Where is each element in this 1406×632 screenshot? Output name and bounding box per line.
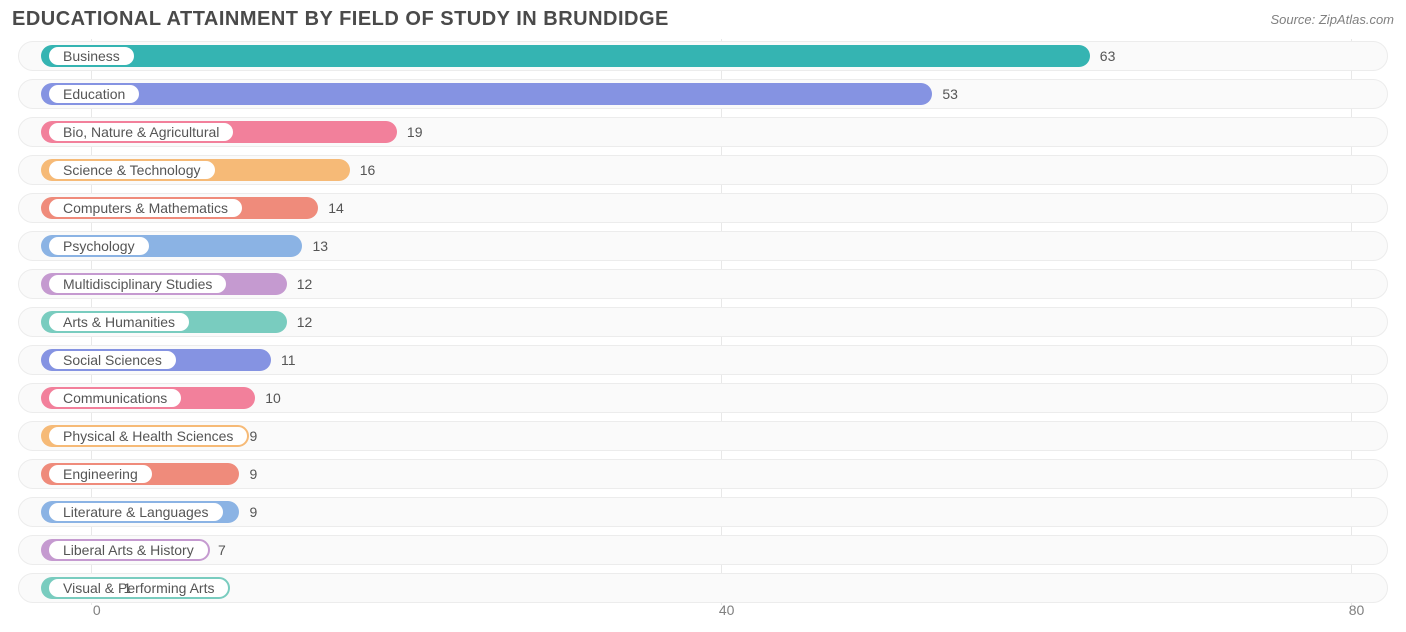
category-label: Visual & Performing Arts [47, 577, 230, 599]
value-label: 53 [942, 86, 958, 102]
value-label: 1 [123, 580, 131, 596]
category-label: Physical & Health Sciences [47, 425, 249, 447]
value-label: 14 [328, 200, 344, 216]
category-label: Bio, Nature & Agricultural [47, 121, 235, 143]
bar-row: Science & Technology 16 [18, 155, 1388, 185]
category-label: Communications [47, 387, 183, 409]
bar-row: Physical & Health Sciences9 [18, 421, 1388, 451]
category-label: Literature & Languages [47, 501, 225, 523]
x-axis-tick: 40 [719, 602, 735, 618]
value-label: 19 [407, 124, 423, 140]
value-label: 63 [1100, 48, 1116, 64]
category-label: Engineering [47, 463, 154, 485]
bar-fill [41, 45, 1090, 67]
value-label: 11 [281, 352, 296, 368]
value-label: 12 [297, 276, 313, 292]
bar-row: Social Sciences 11 [18, 345, 1388, 375]
bars-area: Business 63 Education 53 Bio, Nature & Agric… [12, 41, 1394, 603]
bar-row: Engineering 9 [18, 459, 1388, 489]
category-label: Multidisciplinary Studies [47, 273, 228, 295]
value-label: 9 [249, 428, 257, 444]
bar-row: Arts & Humanities 12 [18, 307, 1388, 337]
x-axis-tick: 0 [93, 602, 101, 618]
x-axis-tick: 80 [1349, 602, 1365, 618]
category-label: Liberal Arts & History [47, 539, 210, 561]
chart-container: EDUCATIONAL ATTAINMENT BY FIELD OF STUDY… [0, 0, 1406, 632]
bar-row: Communications 10 [18, 383, 1388, 413]
bar-row: Bio, Nature & Agricultural 19 [18, 117, 1388, 147]
category-label: Social Sciences [47, 349, 178, 371]
bar-fill [41, 83, 932, 105]
category-label: Psychology [47, 235, 151, 257]
category-label: Arts & Humanities [47, 311, 191, 333]
chart-header: EDUCATIONAL ATTAINMENT BY FIELD OF STUDY… [12, 8, 1394, 31]
chart-title: EDUCATIONAL ATTAINMENT BY FIELD OF STUDY… [12, 8, 669, 31]
bar-row: Computers & Mathematics 14 [18, 193, 1388, 223]
bar-row: Psychology 13 [18, 231, 1388, 261]
category-label: Science & Technology [47, 159, 217, 181]
chart-source: Source: ZipAtlas.com [1270, 12, 1394, 27]
bar-row: Literature & Languages 9 [18, 497, 1388, 527]
category-label: Computers & Mathematics [47, 197, 244, 219]
value-label: 10 [265, 390, 281, 406]
value-label: 16 [360, 162, 376, 178]
value-label: 7 [218, 542, 226, 558]
bar-row: Education 53 [18, 79, 1388, 109]
value-label: 13 [312, 238, 328, 254]
value-label: 9 [249, 466, 257, 482]
category-label: Business [47, 45, 136, 67]
bar-row: Multidisciplinary Studies 12 [18, 269, 1388, 299]
bar-row: Business 63 [18, 41, 1388, 71]
bar-row: Liberal Arts & History 7 [18, 535, 1388, 565]
value-label: 12 [297, 314, 313, 330]
category-label: Education [47, 83, 141, 105]
value-label: 9 [249, 504, 257, 520]
bar-row: Visual & Performing Arts1 [18, 573, 1388, 603]
x-axis: 0 40 80 [18, 602, 1388, 622]
